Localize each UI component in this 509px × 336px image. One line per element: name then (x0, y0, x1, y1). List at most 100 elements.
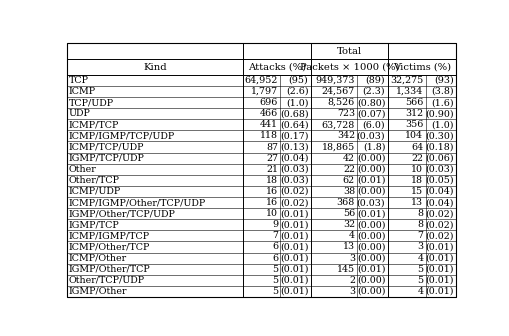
Text: ICMP/Other/TCP: ICMP/Other/TCP (69, 243, 150, 252)
Text: IGMP/Other/TCP/UDP: IGMP/Other/TCP/UDP (69, 209, 176, 218)
Text: (0.00): (0.00) (357, 154, 385, 163)
Text: 441: 441 (260, 120, 278, 129)
Text: (0.04): (0.04) (425, 187, 454, 196)
Text: (0.80): (0.80) (357, 98, 385, 107)
Text: 63,728: 63,728 (322, 120, 355, 129)
Text: 8: 8 (417, 209, 423, 218)
Text: 64: 64 (411, 142, 423, 152)
Text: 27: 27 (266, 154, 278, 163)
Text: 15: 15 (411, 187, 423, 196)
Text: (0.04): (0.04) (280, 154, 308, 163)
Text: (0.64): (0.64) (280, 120, 308, 129)
Text: 4: 4 (417, 254, 423, 263)
Text: 9: 9 (272, 220, 278, 229)
Text: 3: 3 (349, 287, 355, 296)
Text: (0.00): (0.00) (357, 232, 385, 240)
Text: 6: 6 (272, 243, 278, 252)
Text: 104: 104 (405, 131, 423, 140)
Text: (0.00): (0.00) (357, 276, 385, 285)
Text: (0.02): (0.02) (425, 220, 454, 229)
Text: 16: 16 (266, 198, 278, 207)
Text: (2.3): (2.3) (363, 87, 385, 96)
Text: 22: 22 (411, 154, 423, 163)
Text: ICMP/UDP: ICMP/UDP (69, 187, 121, 196)
Text: (0.01): (0.01) (357, 176, 385, 185)
Text: (0.00): (0.00) (357, 165, 385, 174)
Text: Victims (%): Victims (%) (393, 62, 451, 72)
Text: ICMP/TCP/UDP: ICMP/TCP/UDP (69, 142, 144, 152)
Text: ICMP/IGMP/Other/TCP/UDP: ICMP/IGMP/Other/TCP/UDP (69, 198, 206, 207)
Text: (0.30): (0.30) (425, 131, 454, 140)
Text: 8: 8 (417, 220, 423, 229)
Text: 16: 16 (266, 187, 278, 196)
Text: (0.01): (0.01) (280, 243, 308, 252)
Text: 3: 3 (349, 254, 355, 263)
Text: 32: 32 (343, 220, 355, 229)
Text: 10: 10 (411, 165, 423, 174)
Text: (0.02): (0.02) (425, 209, 454, 218)
Text: 4: 4 (417, 287, 423, 296)
Text: 342: 342 (337, 131, 355, 140)
Text: 3: 3 (417, 243, 423, 252)
Text: UDP: UDP (69, 109, 91, 118)
Text: (0.01): (0.01) (280, 265, 308, 274)
Text: 5: 5 (417, 265, 423, 274)
Text: (0.01): (0.01) (357, 209, 385, 218)
Text: 1,797: 1,797 (251, 87, 278, 96)
Text: 368: 368 (336, 198, 355, 207)
Text: 7: 7 (272, 232, 278, 240)
Text: (2.6): (2.6) (286, 87, 308, 96)
Text: (0.01): (0.01) (280, 220, 308, 229)
Text: 723: 723 (337, 109, 355, 118)
Text: 18: 18 (266, 176, 278, 185)
Text: Other/TCP: Other/TCP (69, 176, 120, 185)
Text: 18: 18 (411, 176, 423, 185)
Text: 949,373: 949,373 (316, 76, 355, 85)
Text: (3.8): (3.8) (431, 87, 454, 96)
Text: (6.0): (6.0) (363, 120, 385, 129)
Text: 21: 21 (266, 165, 278, 174)
Text: ICMP/Other: ICMP/Other (69, 254, 127, 263)
Text: (0.01): (0.01) (425, 265, 454, 274)
Text: (0.03): (0.03) (280, 176, 308, 185)
Text: IGMP/Other/TCP: IGMP/Other/TCP (69, 265, 151, 274)
Text: 566: 566 (405, 98, 423, 107)
Text: 13: 13 (411, 198, 423, 207)
Text: IGMP/Other: IGMP/Other (69, 287, 127, 296)
Text: 7: 7 (417, 232, 423, 240)
Text: 312: 312 (405, 109, 423, 118)
Text: (1.0): (1.0) (286, 98, 308, 107)
Text: (0.90): (0.90) (425, 109, 454, 118)
Text: Attacks (%): Attacks (%) (248, 62, 306, 72)
Text: (0.01): (0.01) (425, 276, 454, 285)
Text: 32,275: 32,275 (390, 76, 423, 85)
Text: 4: 4 (349, 232, 355, 240)
Text: (0.01): (0.01) (280, 254, 308, 263)
Text: 56: 56 (343, 209, 355, 218)
Text: (0.01): (0.01) (280, 287, 308, 296)
Text: (95): (95) (289, 76, 308, 85)
Text: (0.01): (0.01) (280, 232, 308, 240)
Text: (0.03): (0.03) (280, 165, 308, 174)
Text: 22: 22 (343, 165, 355, 174)
Text: Other/TCP/UDP: Other/TCP/UDP (69, 276, 145, 285)
Text: IGMP/TCP: IGMP/TCP (69, 220, 120, 229)
Text: (0.00): (0.00) (357, 220, 385, 229)
Text: (0.01): (0.01) (425, 287, 454, 296)
Text: (0.00): (0.00) (357, 254, 385, 263)
Text: Kind: Kind (143, 62, 167, 72)
Text: 62: 62 (343, 176, 355, 185)
Text: (0.00): (0.00) (357, 187, 385, 196)
Text: 145: 145 (337, 265, 355, 274)
Text: 6: 6 (272, 254, 278, 263)
Text: (89): (89) (366, 76, 385, 85)
Text: (0.01): (0.01) (280, 276, 308, 285)
Text: (0.02): (0.02) (425, 232, 454, 240)
Text: ICMP/IGMP/TCP: ICMP/IGMP/TCP (69, 232, 150, 240)
Text: 5: 5 (272, 265, 278, 274)
Text: (0.01): (0.01) (425, 254, 454, 263)
Text: 8,526: 8,526 (328, 98, 355, 107)
Text: 466: 466 (260, 109, 278, 118)
Text: (1.8): (1.8) (363, 142, 385, 152)
Text: (0.01): (0.01) (357, 265, 385, 274)
